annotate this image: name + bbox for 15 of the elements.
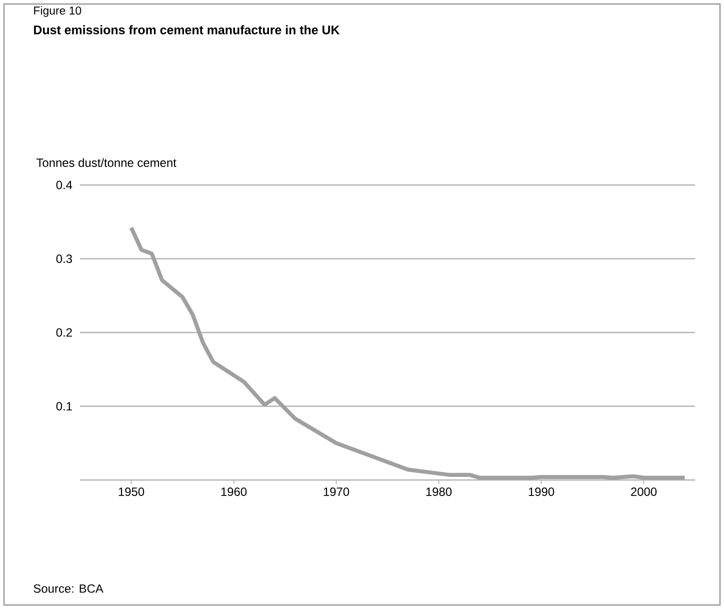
y-tick-label: 0.2 [56, 328, 72, 337]
line-series [129, 226, 687, 480]
x-tick-label: 1960 [221, 488, 247, 496]
y-tick-label: 0.1 [56, 402, 72, 410]
source-note: Source: BCA [34, 584, 104, 593]
y-axis-title: Tonnes dust/tonne cement [36, 158, 176, 167]
x-tick-label: 1990 [528, 488, 554, 496]
x-tick-label: 1970 [324, 488, 350, 496]
y-tick-label: 0.4 [56, 180, 72, 190]
x-tick-label: 2000 [631, 488, 657, 496]
chart-subtitle: Figure 10 [34, 6, 82, 17]
x-tick-label: 1950 [118, 488, 144, 496]
x-tick-label: 1980 [426, 488, 452, 496]
y-tick-label: 0.3 [56, 254, 72, 263]
chart-title: Dust emissions from cement manufacture in the UK [34, 25, 340, 34]
